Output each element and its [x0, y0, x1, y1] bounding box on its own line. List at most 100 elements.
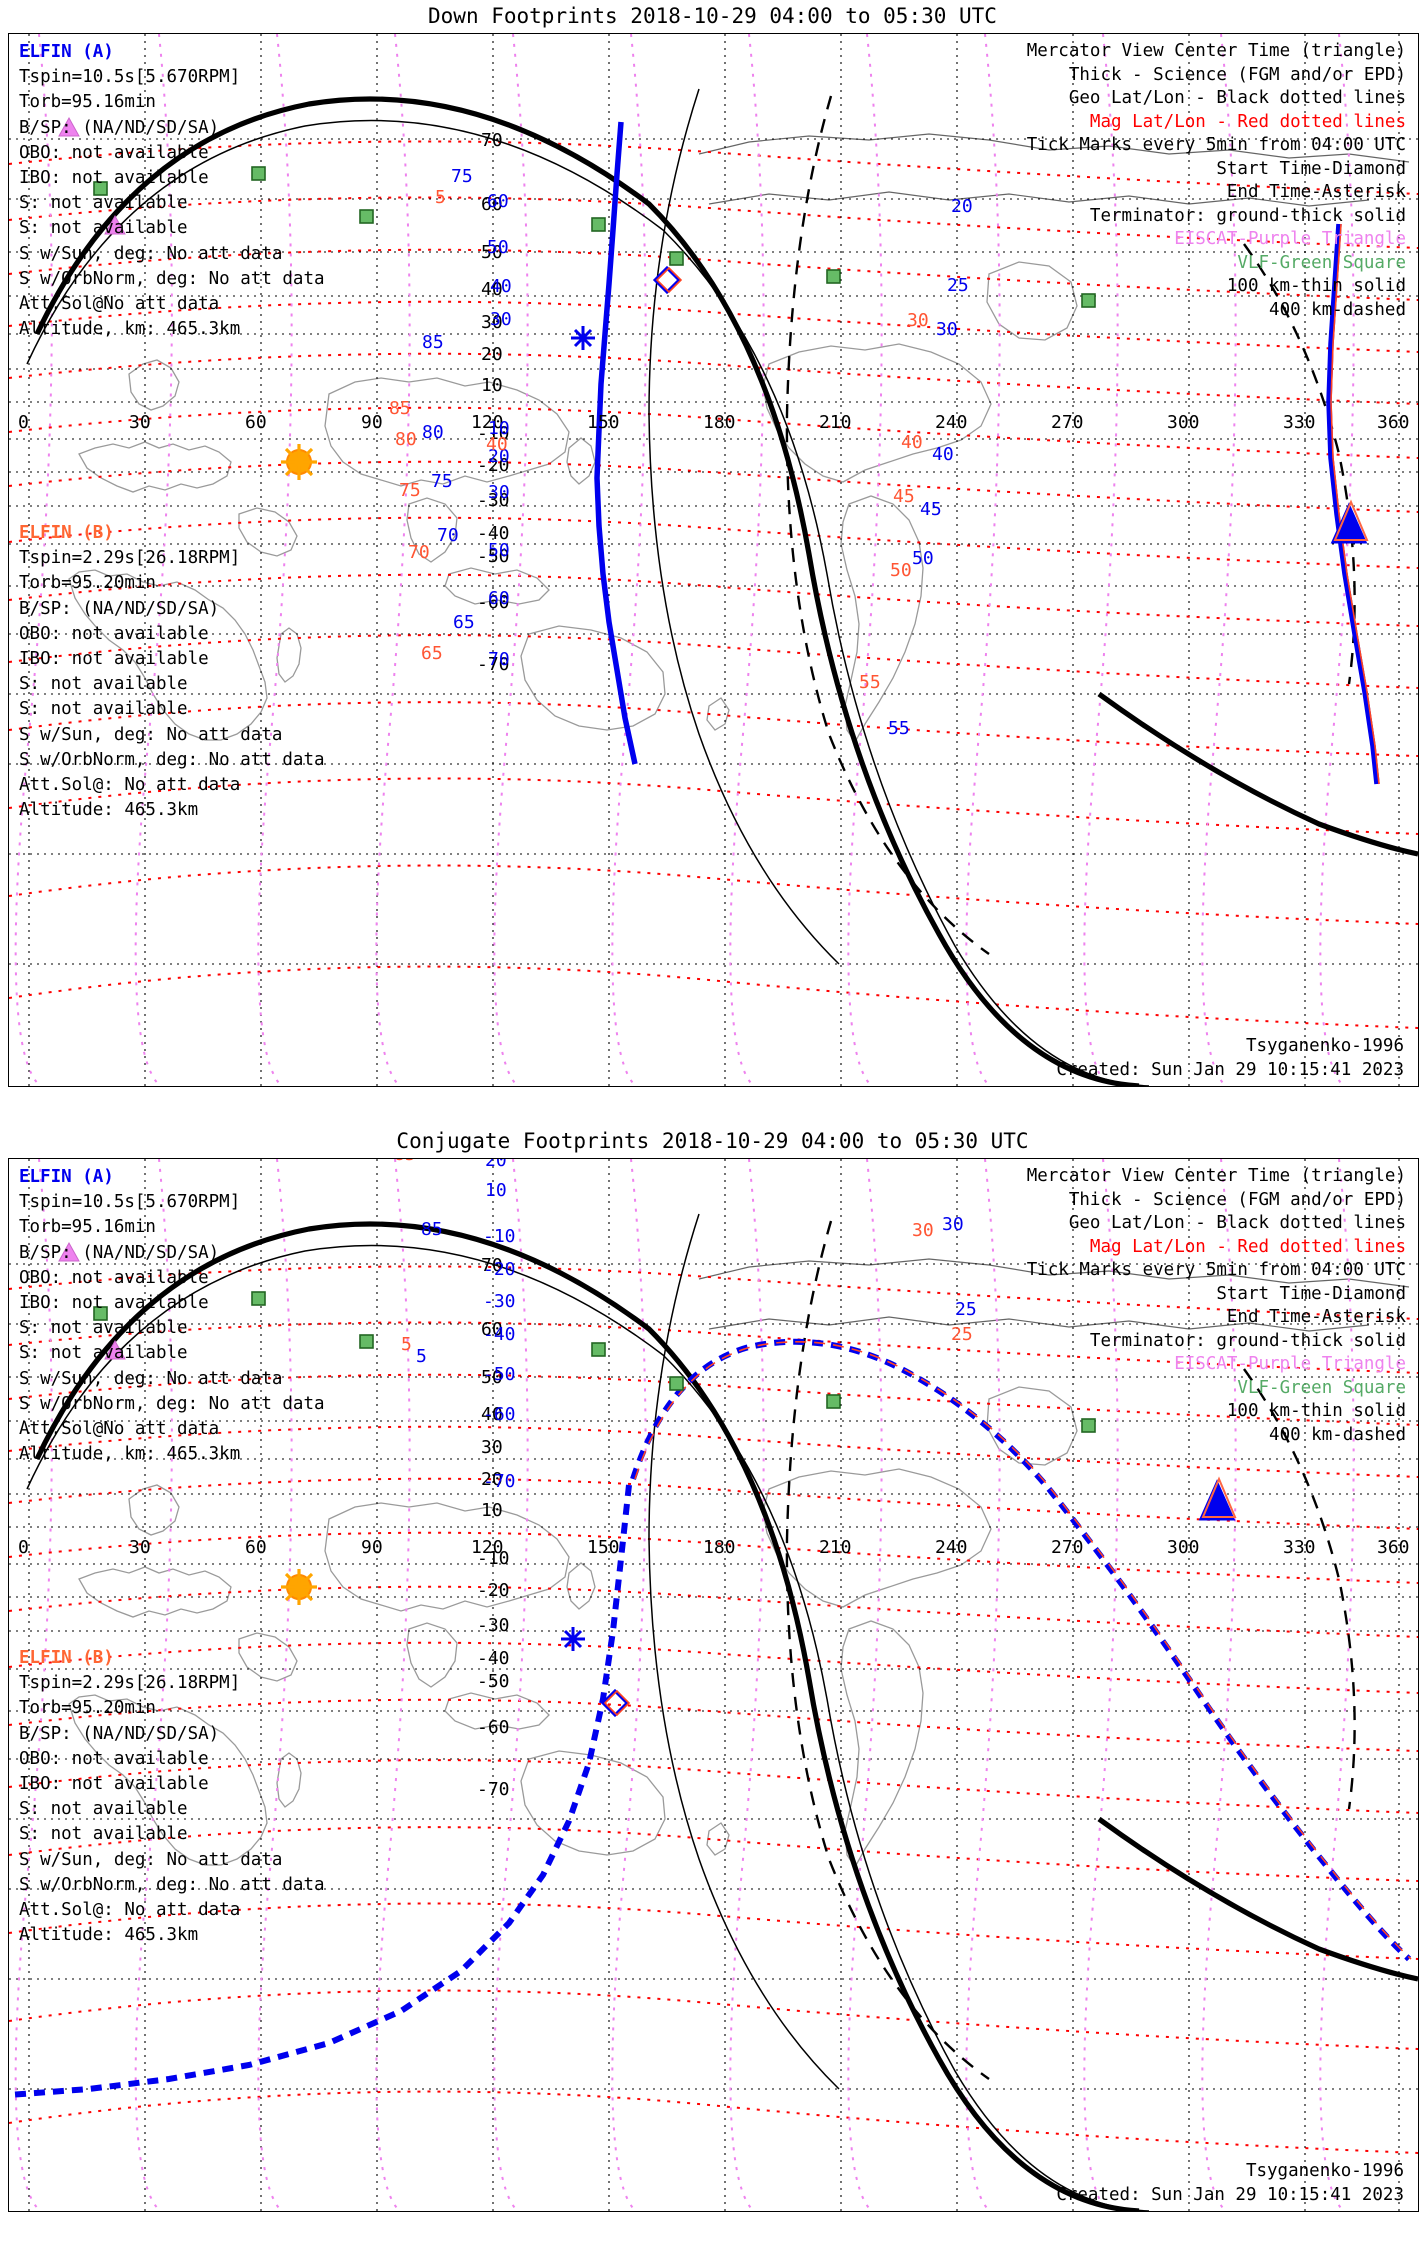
elfin-b-sun-c: S w/Sun, deg: No att data	[19, 1849, 283, 1870]
legend-line-9: VLF-Green Square	[1237, 252, 1406, 273]
lat-tick-m50-c: -50	[477, 1671, 510, 1692]
track-tick-label: 50	[487, 237, 509, 258]
track-tick-label: 40	[490, 276, 512, 297]
track-tick-label: 45	[893, 486, 915, 507]
lon-tick-360-c: 360	[1377, 1537, 1410, 1558]
track-tick-label: 30	[912, 1220, 934, 1241]
map-frame-conjugate: 0 30 60 90 120 150 180 210 240 270 300 3…	[8, 1158, 1419, 2212]
lon-tick-120: 120	[471, 412, 504, 433]
legend-line-2: Geo Lat/Lon - Black dotted lines	[1068, 88, 1406, 108]
lat-tick-m40-c: -40	[477, 1648, 510, 1669]
track-tick-label: -60	[483, 1404, 516, 1425]
panel-title-down: Down Footprints 2018-10-29 04:00 to 05:3…	[428, 4, 997, 28]
elfin-b-ibo: IBO: not available	[19, 649, 209, 670]
lat-tick-m70-c: -70	[477, 1779, 510, 1800]
track-tick-label: 20	[485, 1158, 507, 1171]
lat-tick-40: 40	[481, 279, 503, 300]
lat-tick-m40: -40	[477, 523, 510, 544]
elfin-a-s1-c: S: not available	[19, 1318, 188, 1339]
track-tick-label: 75	[431, 471, 453, 492]
elfin-a-info-down: ELFIN (A) Tspin=10.5s[5.670RPM] Torb=95.…	[19, 40, 539, 342]
created-stamp: Created: Sun Jan 29 10:15:41 2023	[1056, 1060, 1404, 1080]
elfin-b-obo: OBO: not available	[19, 623, 209, 644]
lat-tick-40-c: 40	[481, 1404, 503, 1425]
track-tick-label: 30	[936, 319, 958, 340]
lat-tick-10: 10	[481, 375, 503, 396]
legend-line-0: Mercator View Center Time (triangle)	[1026, 41, 1406, 61]
track-tick-label: 20	[951, 196, 973, 217]
map-area-conjugate: 0 30 60 90 120 150 180 210 240 270 300 3…	[9, 1159, 1418, 2211]
credits-conjugate: Tsyganenko-1996 Created: Sun Jan 29 10:1…	[804, 2159, 1404, 2207]
elfin-b-info-conjugate: ELFIN (B) Tspin=2.29s[26.18RPM] Torb=95.…	[19, 1646, 539, 1948]
elfin-a-s2-c: S: not available	[19, 1343, 188, 1364]
track-tick-label: 80	[395, 429, 417, 450]
track-tick-label: 5	[435, 187, 446, 208]
track-tick-label: 50	[912, 548, 934, 569]
track-tick-label: 60	[488, 588, 510, 609]
track-tick-label: 45	[920, 499, 942, 520]
lon-tick-240-c: 240	[935, 1537, 968, 1558]
track-tick-label: 85	[389, 398, 411, 419]
track-tick-label: 85	[394, 1159, 416, 1165]
elfin-b-s1-c: S: not available	[19, 1799, 188, 1820]
lon-tick-330-c: 330	[1283, 1537, 1316, 1558]
elfin-a-title: ELFIN (A)	[19, 42, 114, 62]
track-tick-label: 65	[453, 612, 475, 633]
model-credit: Tsyganenko-1996	[1245, 1036, 1404, 1056]
elfin-b-title-c: ELFIN (B)	[19, 1648, 114, 1668]
elfin-a-orbnorm-c: S w/OrbNorm, deg: No att data	[19, 1393, 325, 1414]
elfin-a-torb: Torb=95.16min	[19, 92, 156, 113]
legend-c-line-9: VLF-Green Square	[1237, 1377, 1406, 1398]
elfin-b-orbnorm-c: S w/OrbNorm, deg: No att data	[19, 1874, 325, 1895]
panel-conjugate-footprints: Conjugate Footprints 2018-10-29 04:00 to…	[0, 1125, 1425, 2250]
lat-tick-m10-c: -10	[477, 1548, 510, 1569]
elfin-b-title: ELFIN (B)	[19, 523, 114, 543]
lat-tick-m20: -20	[477, 455, 510, 476]
lon-tick-240: 240	[935, 412, 968, 433]
legend-c-line-5: Start Time-Diamond	[1216, 1283, 1406, 1304]
map-svg-conjugate	[9, 1159, 1418, 2211]
map-svg-down	[9, 34, 1418, 1086]
track-tick-label: -50	[483, 1364, 516, 1385]
legend-conjugate: Mercator View Center Time (triangle) Thi…	[706, 1165, 1406, 1447]
elfin-a-altitude: Altitude, km: 465.3km	[19, 319, 241, 340]
elfin-b-sun: S w/Sun, deg: No att data	[19, 724, 283, 745]
legend-line-6: End Time-Asterisk	[1226, 182, 1406, 202]
track-tick-label: 25	[955, 1299, 977, 1320]
lon-tick-180: 180	[703, 412, 736, 433]
lon-tick-210-c: 210	[819, 1537, 852, 1558]
lat-tick-m30-c: -30	[477, 1615, 510, 1636]
lon-tick-90-c: 90	[361, 1537, 383, 1558]
track-tick-label: 70	[408, 542, 430, 563]
legend-line-11: 400 km-dashed	[1269, 299, 1406, 320]
lat-tick-m70: -70	[477, 654, 510, 675]
lat-tick-m30: -30	[477, 490, 510, 511]
track-tick-label: 20	[488, 446, 510, 467]
elfin-a-bsp: B/SP: (NA/ND/SD/SA)	[19, 117, 220, 138]
panel-down-footprints: Down Footprints 2018-10-29 04:00 to 05:3…	[8, 4, 1419, 1087]
lon-tick-360: 360	[1377, 412, 1410, 433]
legend-c-line-3: Mag Lat/Lon - Red dotted lines	[1089, 1236, 1406, 1257]
elfin-a-obo: OBO: not available	[19, 142, 209, 163]
elfin-a-tspin-c: Tspin=10.5s[5.670RPM]	[19, 1192, 241, 1213]
track-tick-label: 65	[421, 643, 443, 664]
track-tick-label: 55	[859, 672, 881, 693]
elfin-a-altitude-c: Altitude, km: 465.3km	[19, 1444, 241, 1465]
track-tick-label: 70	[437, 525, 459, 546]
track-tick-label: -70	[483, 1471, 516, 1492]
lon-tick-300-c: 300	[1167, 1537, 1200, 1558]
track-tick-label: 75	[451, 166, 473, 187]
track-tick-label: 10	[485, 1180, 507, 1201]
created-stamp-c: Created: Sun Jan 29 10:15:41 2023	[1056, 2185, 1404, 2205]
track-tick-label: 80	[422, 422, 444, 443]
lat-tick-50: 50	[481, 242, 503, 263]
legend-c-line-0: Mercator View Center Time (triangle)	[1026, 1166, 1406, 1186]
elfin-b-torb-c: Torb=95.20min	[19, 1698, 156, 1719]
lon-tick-330: 330	[1283, 412, 1316, 433]
elfin-b-s2: S: not available	[19, 699, 188, 720]
lon-tick-150: 150	[587, 412, 620, 433]
legend-c-line-11: 400 km-dashed	[1269, 1424, 1406, 1445]
legend-line-3: Mag Lat/Lon - Red dotted lines	[1089, 111, 1406, 132]
track-tick-label: 50	[488, 540, 510, 561]
lon-tick-210: 210	[819, 412, 852, 433]
